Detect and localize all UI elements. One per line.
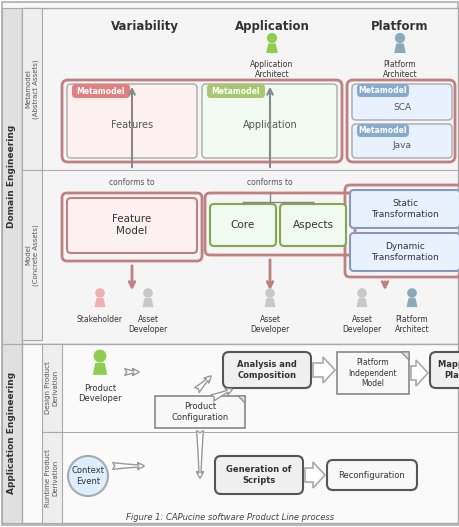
Bar (42, 432, 62, 523)
FancyBboxPatch shape (207, 84, 264, 98)
Text: Figure 1: CAPucine software Product Line process: Figure 1: CAPucine software Product Line… (126, 513, 333, 522)
Polygon shape (393, 43, 405, 53)
Polygon shape (410, 360, 427, 386)
Text: Aspects: Aspects (292, 220, 333, 230)
FancyBboxPatch shape (67, 198, 196, 253)
Text: Generation of
Scripts: Generation of Scripts (226, 465, 291, 485)
Text: Domain Engineering: Domain Engineering (7, 124, 17, 228)
Text: Static
Transformation: Static Transformation (370, 199, 438, 219)
Polygon shape (356, 298, 367, 307)
FancyBboxPatch shape (351, 84, 451, 120)
Text: Application: Application (242, 120, 297, 130)
Circle shape (143, 288, 152, 298)
Text: Product
Configuration: Product Configuration (171, 402, 228, 422)
Circle shape (95, 288, 105, 298)
FancyBboxPatch shape (202, 84, 336, 158)
Text: Model
(Concrete Assets): Model (Concrete Assets) (25, 224, 39, 286)
FancyBboxPatch shape (356, 124, 408, 137)
Polygon shape (95, 298, 105, 307)
Text: Platform: Platform (370, 20, 428, 33)
Text: Asset
Developer: Asset Developer (128, 315, 167, 335)
Text: Asset
Developer: Asset Developer (250, 315, 289, 335)
Bar (22, 344, 457, 523)
Text: Metamodel: Metamodel (358, 86, 406, 95)
Text: Platform
Architect: Platform Architect (382, 60, 416, 80)
Polygon shape (304, 462, 325, 488)
Bar (42, 170, 457, 171)
FancyBboxPatch shape (210, 204, 275, 246)
Text: Platform
Independent
Model: Platform Independent Model (348, 358, 397, 388)
Text: Variability: Variability (111, 20, 179, 33)
Circle shape (394, 33, 404, 43)
FancyBboxPatch shape (223, 352, 310, 388)
Polygon shape (93, 363, 107, 375)
Bar (155, 396, 245, 428)
Text: Application
Architect: Application Architect (250, 60, 293, 80)
Text: Reconfiguration: Reconfiguration (338, 471, 404, 480)
Circle shape (265, 288, 274, 298)
Polygon shape (264, 298, 275, 307)
Text: Runtime Product
Derivation: Runtime Product Derivation (45, 449, 58, 507)
FancyBboxPatch shape (351, 124, 451, 158)
Text: Design Product
Derivation: Design Product Derivation (45, 362, 58, 414)
Text: Application Engineering: Application Engineering (7, 372, 17, 494)
Polygon shape (142, 298, 153, 307)
Bar (22, 8, 457, 344)
Circle shape (93, 349, 106, 363)
Text: Metamodel: Metamodel (77, 86, 125, 95)
Bar (62, 432, 457, 433)
Circle shape (406, 288, 416, 298)
Text: Platform
Architect: Platform Architect (394, 315, 428, 335)
FancyBboxPatch shape (349, 233, 459, 271)
Text: Dynamic
Transformation: Dynamic Transformation (370, 242, 438, 262)
FancyBboxPatch shape (349, 190, 459, 228)
Circle shape (357, 288, 366, 298)
Text: Metamodel
(Abstract Assets): Metamodel (Abstract Assets) (25, 59, 39, 119)
Text: Analysis and
Composition: Analysis and Composition (236, 360, 297, 379)
Bar (22, 8, 42, 170)
Text: Metamodel: Metamodel (358, 126, 406, 135)
Circle shape (68, 456, 108, 496)
Bar (42, 344, 62, 432)
Polygon shape (312, 357, 334, 383)
FancyBboxPatch shape (214, 456, 302, 494)
FancyBboxPatch shape (356, 84, 408, 97)
Text: conforms to: conforms to (246, 178, 292, 187)
Text: conforms to: conforms to (109, 178, 155, 187)
Polygon shape (406, 298, 417, 307)
Polygon shape (237, 396, 245, 403)
Text: Metamodel: Metamodel (211, 86, 260, 95)
Polygon shape (266, 43, 277, 53)
Text: Java: Java (392, 141, 411, 150)
Bar (2, 344, 22, 523)
Bar (2, 8, 22, 344)
FancyBboxPatch shape (280, 204, 345, 246)
Text: Stakeholder: Stakeholder (77, 315, 123, 324)
Text: Context
Event: Context Event (71, 466, 104, 486)
FancyBboxPatch shape (67, 84, 196, 158)
FancyBboxPatch shape (72, 84, 130, 98)
Text: Product
Developer: Product Developer (78, 384, 122, 403)
Text: Feature
Model: Feature Model (112, 214, 151, 236)
Text: SCA: SCA (392, 103, 410, 112)
Text: Mapping to
Platform: Mapping to Platform (437, 360, 459, 379)
FancyBboxPatch shape (326, 460, 416, 490)
FancyBboxPatch shape (429, 352, 459, 388)
Text: Core: Core (230, 220, 255, 230)
Circle shape (266, 33, 276, 43)
Polygon shape (400, 352, 408, 360)
Bar (22, 170, 42, 340)
Text: Asset
Developer: Asset Developer (341, 315, 381, 335)
Bar (336, 352, 408, 394)
Text: Application: Application (234, 20, 309, 33)
Text: Features: Features (111, 120, 153, 130)
